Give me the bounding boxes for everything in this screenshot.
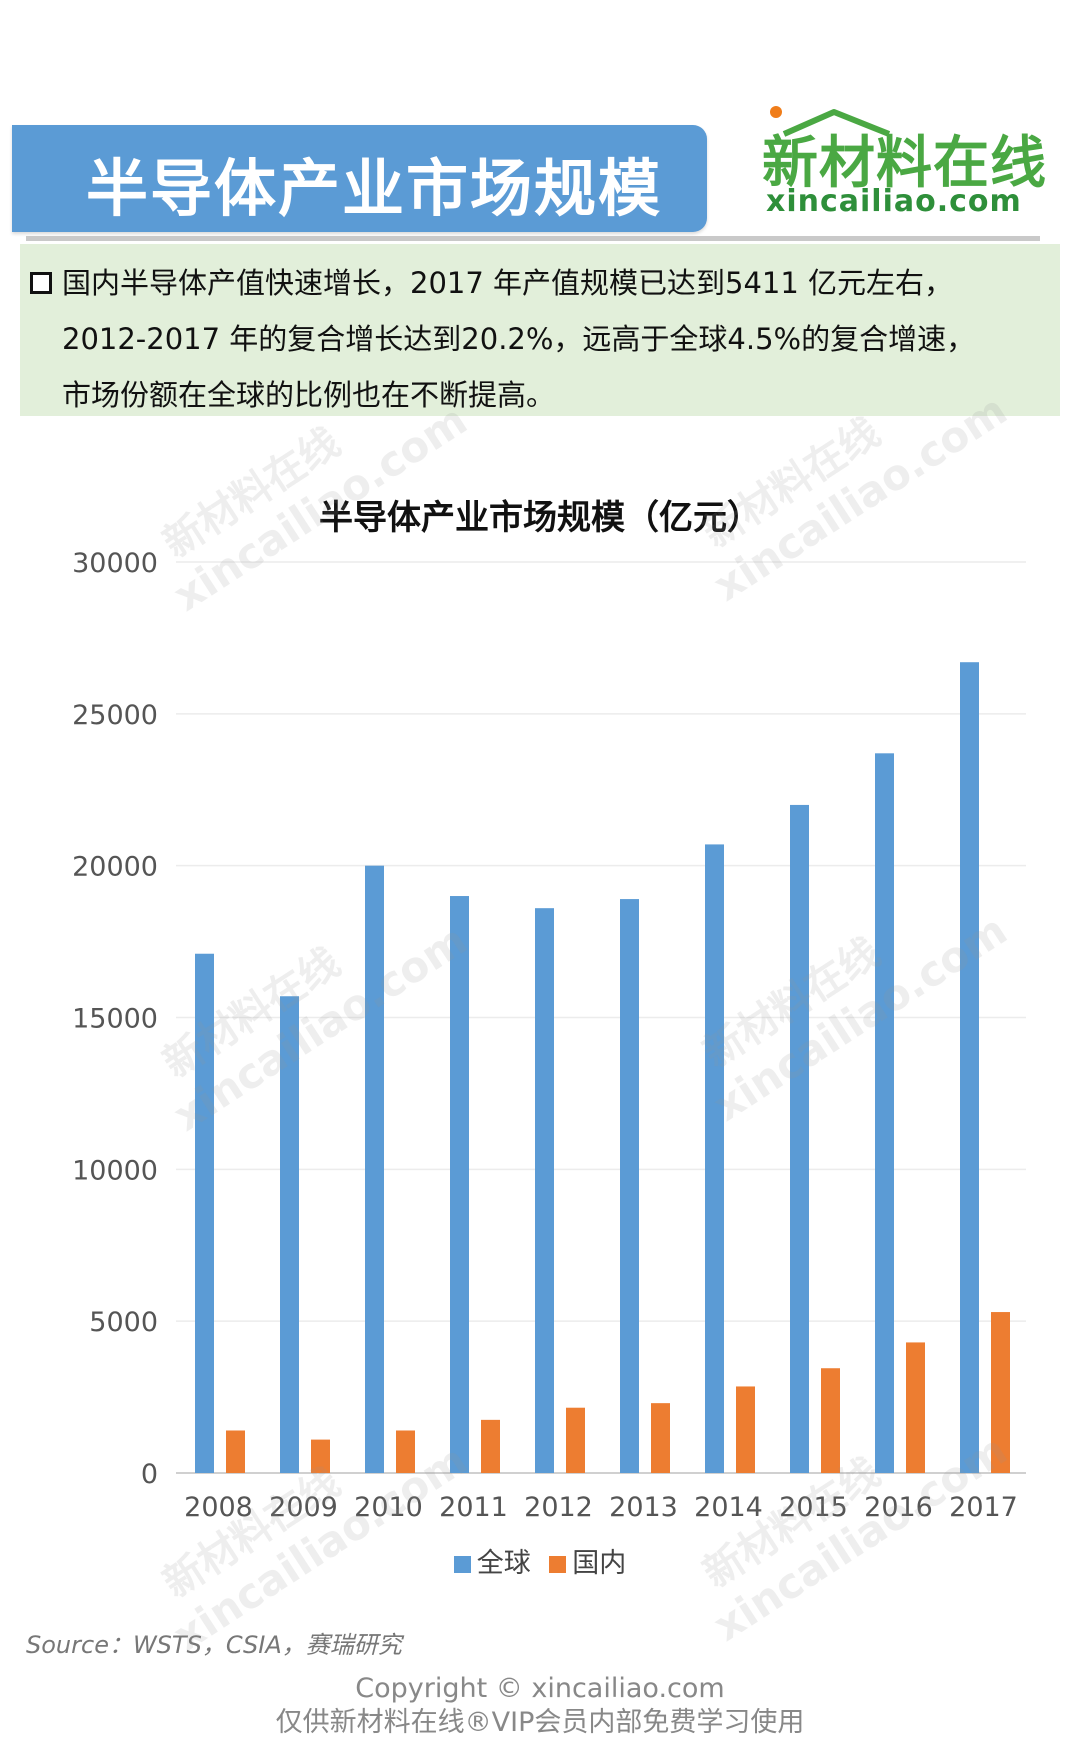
source-note: Source：WSTS，CSIA，赛瑞研究	[26, 1631, 402, 1659]
bar-global-2011	[450, 896, 469, 1473]
x-tick-label: 2013	[609, 1492, 678, 1523]
legend-label-global: 全球	[476, 1548, 531, 1579]
legend-item-global: 全球	[453, 1541, 531, 1580]
bar-domestic-2011	[481, 1419, 500, 1473]
legend-swatch-global	[453, 1556, 471, 1573]
header-band	[12, 125, 707, 232]
bar-global-2009	[280, 996, 299, 1473]
x-tick-label: 2008	[184, 1492, 253, 1523]
x-tick-label: 2017	[949, 1492, 1018, 1523]
x-tick-label: 2016	[864, 1492, 933, 1523]
y-tick-label: 10000	[72, 1155, 158, 1186]
bar-global-2008	[195, 953, 214, 1473]
y-tick-label: 15000	[72, 1004, 158, 1035]
chart-legend: 全球 国内	[0, 1541, 1080, 1580]
copyright-line: Copyright © xincailiao.com	[355, 1673, 725, 1704]
intro-line-1: 国内半导体产值快速增长，2017 年产值规模已达到5411 亿元左右，	[62, 266, 954, 300]
x-tick-label: 2014	[694, 1492, 763, 1523]
bar-domestic-2012	[566, 1407, 585, 1473]
intro-line-3: 市场份额在全球的比例也在不断提高。	[62, 378, 556, 412]
chart-title: 半导体产业市场规模（亿元）	[319, 498, 761, 538]
x-tick-label: 2012	[524, 1492, 593, 1523]
bar-domestic-2010	[396, 1430, 415, 1473]
bar-global-2014	[705, 844, 724, 1473]
bar-global-2016	[875, 753, 894, 1473]
bar-global-2017	[960, 662, 979, 1473]
legend-label-domestic: 国内	[572, 1548, 627, 1579]
bar-domestic-2009	[311, 1439, 330, 1473]
bar-domestic-2008	[226, 1430, 245, 1473]
legend-item-domestic: 国内	[549, 1541, 626, 1580]
header-divider	[26, 236, 1040, 241]
y-tick-label: 25000	[72, 700, 158, 731]
bar-domestic-2017	[991, 1312, 1010, 1473]
page-title: 半导体产业市场规模	[86, 152, 663, 225]
logo-text-cn: 新材料在线	[762, 131, 1047, 196]
legend-swatch-domestic	[549, 1556, 567, 1573]
bar-domestic-2014	[736, 1386, 755, 1473]
house-roof-icon	[770, 106, 891, 137]
intro-line-2: 2012-2017 年的复合增长达到20.2%，远高于全球4.5%的复合增速，	[62, 322, 976, 356]
y-tick-label: 0	[141, 1459, 158, 1490]
logo-text-en: xincailiao.com	[766, 184, 1022, 219]
x-tick-label: 2011	[439, 1492, 508, 1523]
bar-global-2015	[790, 804, 809, 1473]
x-tick-label: 2009	[269, 1492, 338, 1523]
bar-domestic-2016	[906, 1342, 925, 1473]
bar-global-2013	[620, 899, 639, 1473]
bullet-square-icon	[30, 272, 52, 294]
x-tick-label: 2015	[779, 1492, 848, 1523]
y-tick-label: 30000	[72, 548, 158, 579]
copyright: Copyright © xincailiao.com 仅供新材料在线®VIP会员…	[0, 1672, 1080, 1740]
intro-box	[20, 244, 1060, 416]
bar-domestic-2015	[821, 1368, 840, 1473]
y-tick-label: 20000	[72, 852, 158, 883]
bar-global-2010	[365, 865, 384, 1473]
y-tick-label: 5000	[89, 1307, 158, 1338]
bar-domestic-2013	[651, 1403, 670, 1473]
bar-global-2012	[535, 908, 554, 1473]
x-tick-label: 2010	[354, 1492, 423, 1523]
brand-logo: 新材料在线 xincailiao.com	[752, 96, 1052, 226]
usage-note: 仅供新材料在线®VIP会员内部免费学习使用	[275, 1707, 805, 1738]
